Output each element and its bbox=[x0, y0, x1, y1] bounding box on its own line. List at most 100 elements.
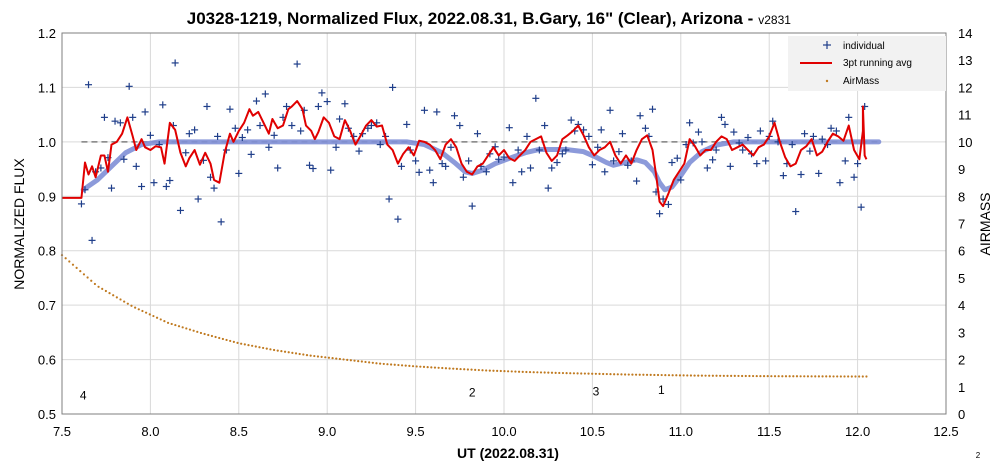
individual-point bbox=[166, 177, 174, 185]
airmass-point bbox=[678, 374, 682, 377]
y-right-tick-label: 7 bbox=[958, 217, 965, 232]
airmass-point bbox=[265, 347, 268, 350]
airmass-point bbox=[430, 366, 433, 369]
airmass-point bbox=[174, 323, 177, 327]
individual-point bbox=[162, 182, 170, 190]
airmass-point bbox=[419, 365, 422, 368]
airmass-point bbox=[850, 375, 853, 378]
airmass-point bbox=[251, 344, 254, 347]
airmass-point bbox=[185, 327, 188, 330]
airmass-point bbox=[751, 374, 755, 378]
airmass-point bbox=[762, 375, 766, 378]
individual-point bbox=[836, 179, 844, 187]
individual-point bbox=[132, 162, 140, 170]
airmass-point bbox=[525, 370, 528, 374]
individual-point bbox=[77, 200, 85, 208]
annotation-label: 3 bbox=[593, 384, 600, 398]
airmass-point bbox=[499, 369, 502, 373]
airmass-point bbox=[547, 371, 550, 374]
airmass-point bbox=[773, 375, 777, 378]
individual-point bbox=[762, 157, 770, 165]
airmass-point bbox=[441, 366, 444, 370]
airmass-point bbox=[269, 348, 272, 351]
x-tick-label: 10.0 bbox=[491, 424, 516, 439]
individual-point bbox=[306, 161, 314, 169]
individual-point bbox=[610, 157, 618, 165]
individual-point bbox=[500, 153, 508, 161]
individual-point bbox=[235, 169, 243, 177]
individual-point bbox=[159, 101, 167, 109]
airmass-point bbox=[503, 370, 506, 373]
y-axis-right-label: AIRMASS bbox=[977, 192, 993, 255]
airmass-point bbox=[481, 369, 484, 372]
individual-point bbox=[779, 172, 787, 180]
individual-point bbox=[332, 143, 340, 151]
airmass-point bbox=[254, 345, 257, 348]
x-tick-label: 8.5 bbox=[230, 424, 248, 439]
airmass-point bbox=[806, 375, 810, 378]
individual-point bbox=[850, 173, 858, 181]
airmass-point bbox=[79, 270, 82, 273]
individual-point bbox=[809, 132, 817, 140]
individual-point bbox=[426, 166, 434, 174]
airmass-point bbox=[108, 292, 111, 295]
individual-point bbox=[385, 195, 393, 203]
airmass-point bbox=[565, 372, 568, 375]
airmass-point bbox=[262, 346, 265, 350]
airmass-point bbox=[470, 368, 473, 371]
individual-point bbox=[594, 143, 602, 151]
airmass-point bbox=[382, 362, 385, 366]
airmass-point bbox=[795, 375, 799, 378]
individual-point bbox=[226, 105, 234, 113]
individual-point bbox=[341, 100, 349, 108]
individual-point bbox=[721, 120, 729, 128]
airmass-point bbox=[656, 373, 660, 377]
airmass-point bbox=[613, 373, 616, 376]
individual-point bbox=[456, 122, 464, 130]
airmass-point bbox=[283, 350, 287, 353]
individual-point bbox=[606, 106, 614, 114]
individual-point bbox=[518, 168, 526, 176]
airmass-point bbox=[82, 273, 86, 276]
individual-point bbox=[309, 165, 317, 173]
airmass-point bbox=[645, 373, 649, 376]
individual-point bbox=[194, 195, 202, 203]
airmass-point bbox=[528, 370, 532, 374]
legend-marker-airmass bbox=[825, 79, 829, 83]
individual-point bbox=[730, 128, 738, 136]
airmass-point bbox=[294, 352, 298, 355]
airmass-point bbox=[817, 375, 821, 378]
airmass-point bbox=[364, 360, 367, 364]
airmass-point bbox=[664, 374, 667, 377]
legend: individual 3pt running avg AirMass bbox=[788, 36, 946, 91]
individual-point bbox=[389, 83, 397, 91]
airmass-point bbox=[700, 374, 703, 377]
individual-point bbox=[815, 169, 823, 177]
airmass-point bbox=[411, 365, 415, 368]
airmass-point bbox=[276, 349, 279, 352]
individual-point bbox=[231, 124, 239, 132]
airmass-point bbox=[741, 374, 744, 378]
airmass-point bbox=[134, 306, 137, 309]
airmass-point bbox=[400, 364, 404, 367]
individual-point bbox=[318, 89, 326, 97]
individual-point bbox=[769, 117, 777, 125]
individual-point bbox=[283, 102, 291, 110]
individual-point bbox=[717, 113, 725, 121]
individual-point bbox=[323, 98, 331, 106]
airmass-point bbox=[177, 325, 181, 328]
y-axis-left-label: NORMALIZED FLUX bbox=[11, 158, 27, 290]
point-annotations: 4 2 3 1 bbox=[80, 383, 665, 402]
airmass-point bbox=[93, 282, 97, 286]
individual-point bbox=[585, 132, 593, 140]
individual-point bbox=[108, 184, 116, 192]
airmass-point bbox=[836, 375, 839, 378]
airmass-point bbox=[792, 375, 795, 378]
airmass-point bbox=[218, 336, 221, 340]
airmass-point bbox=[686, 374, 689, 377]
airmass-point bbox=[536, 371, 539, 374]
individual-point bbox=[247, 150, 255, 158]
airmass-point bbox=[609, 373, 612, 376]
individual-point bbox=[818, 135, 826, 143]
